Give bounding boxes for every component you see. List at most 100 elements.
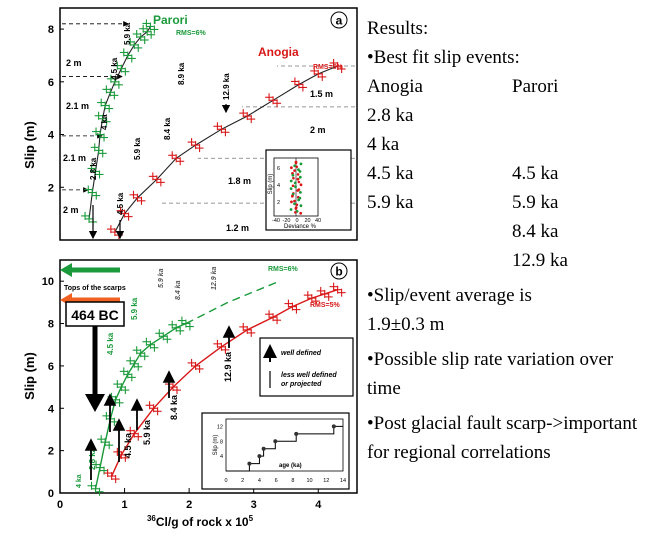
anogia-event-label: 12.9 ka — [222, 73, 231, 100]
bc-label: 464 BC — [71, 307, 118, 323]
inset-a-x-tick: -20 — [283, 218, 291, 224]
x-tick-label: 2 — [186, 499, 192, 511]
inset-b-x-label: age (ka) — [279, 463, 302, 469]
data-point-anogia — [337, 288, 346, 297]
inset-a-point — [298, 175, 302, 179]
projected-event-label: 12.9 ka — [211, 267, 218, 290]
inset-a-point — [293, 181, 297, 185]
panel-a-series — [81, 19, 346, 240]
data-point-parori — [163, 335, 172, 344]
legend-less-defined: less well defined or projected — [281, 372, 337, 388]
anogia-event-label: 8.4 ka — [169, 394, 179, 420]
results-row: 4 ka — [367, 130, 645, 159]
data-point-parori — [134, 362, 143, 371]
inset-a-x-tick: 0 — [295, 218, 298, 224]
data-point-anogia — [121, 453, 130, 462]
anogia-slip-label: 1.8 m — [228, 176, 251, 186]
data-point-parori — [102, 117, 111, 126]
y-tick-label: 2 — [48, 446, 54, 458]
col-parori-header: Parori — [512, 76, 559, 97]
panel-b-inset: 0 2 4 6 8 10 12 14 4 8 12 Slip (m) age (ka) — [201, 412, 350, 490]
inset-b-x-tick: 0 — [224, 478, 227, 484]
data-point-anogia — [247, 115, 256, 124]
data-point-anogia — [247, 328, 256, 337]
slip-average-line-2: 1.9±0.3 m — [367, 314, 445, 335]
inset-b-point — [294, 431, 299, 436]
cell-parori: 4.5 ka — [512, 163, 559, 184]
rms-parori-a: RMS=6% — [176, 30, 207, 37]
data-point-parori — [185, 322, 194, 331]
inset-a-point — [291, 173, 295, 177]
anogia-slip-label: 2 m — [310, 125, 326, 135]
data-point-anogia — [176, 157, 185, 166]
inset-a-point — [299, 183, 303, 187]
data-point-parori — [140, 352, 149, 361]
inset-b-y-tick: 12 — [217, 424, 223, 430]
post-glacial-note: •Post glacial fault scarp->important for… — [367, 413, 638, 463]
anogia-label: Anogia — [258, 45, 299, 59]
cell-anogia: 5.9 ka — [367, 192, 414, 213]
projected-event-label: 8.4 ka — [175, 280, 182, 300]
y-tick-label: 6 — [48, 77, 54, 89]
inset-a-point — [289, 166, 293, 170]
inset-b-x-tick: 8 — [291, 478, 294, 484]
inset-a-point — [297, 180, 301, 184]
parori-event-label: 4.5 ka — [110, 57, 119, 80]
data-point-anogia — [111, 475, 120, 484]
inset-a-point — [296, 177, 300, 181]
inset-a-x-tick: 20 — [304, 218, 310, 224]
inset-a-point — [290, 194, 294, 198]
y-tick-label: 4 — [48, 403, 55, 415]
data-point-parori — [105, 441, 114, 450]
data-point-anogia — [124, 212, 133, 221]
data-point-parori — [98, 149, 107, 158]
data-point-anogia — [153, 407, 162, 416]
inset-b-x-tick: 14 — [340, 478, 346, 484]
data-point-anogia — [292, 305, 301, 314]
panel-b-badge-label: b — [335, 265, 342, 279]
y-tick-label: 10 — [42, 276, 54, 288]
bc-arrow-head — [85, 394, 105, 412]
inset-b-x-tick: 10 — [307, 478, 313, 484]
data-point-parori — [95, 170, 104, 179]
inset-a-point — [298, 191, 302, 194]
inset-a-point — [295, 165, 299, 169]
panel-b-badge: b — [330, 262, 348, 280]
inset-a-point — [294, 211, 297, 214]
inset-a-ticks: -40 -20 0 20 40 2 4 6 — [272, 166, 321, 224]
results-row: 5.9 ka 5.9 ka — [367, 188, 645, 217]
cell-anogia: 2.8 ka — [367, 105, 414, 126]
inset-a-x-tick: 40 — [315, 218, 321, 224]
inset-b-x-tick: 12 — [323, 478, 329, 484]
slip-rate-note: •Possible slip rate variation over time — [367, 349, 614, 399]
y-tick-label: 8 — [48, 24, 54, 36]
data-point-parori — [134, 43, 143, 52]
inset-a-y-label: Slip (m) — [268, 174, 274, 195]
inset-b-point — [247, 461, 252, 466]
data-point-anogia — [195, 364, 204, 373]
parori-event-label: 5.9 ka — [123, 22, 132, 45]
figure: 2 4 6 8 Slip (m) a Parori RMS=6% Anogia RMS… — [22, 7, 358, 529]
panel-a: 2 4 6 8 Slip (m) a Parori RMS=6% Anogia RMS… — [22, 7, 358, 241]
parori-event-label: 4 ka — [100, 114, 109, 130]
cell-parori: 5.9 ka — [512, 192, 559, 213]
parori-slip-label: 2.1 m — [63, 153, 86, 163]
inset-a-points — [289, 160, 303, 215]
x-label-superscript-pre: 36 — [147, 514, 156, 523]
anogia-event-label: 4.5 ka — [123, 432, 133, 458]
inset-b-point — [261, 446, 266, 451]
inset-a-point — [294, 207, 298, 210]
inset-a-y-tick: 6 — [277, 166, 280, 172]
anogia-event-label: 4.5 ka — [116, 192, 125, 215]
inset-a-x-label: Deviance % — [284, 224, 317, 230]
data-point-anogia — [195, 144, 204, 153]
best-fit-heading: •Best fit slip events: — [367, 47, 520, 68]
inset-a-point — [290, 200, 293, 204]
inset-b-y-tick: 4 — [220, 454, 223, 460]
anogia-event-label: 5.9 ka — [142, 419, 152, 445]
data-point-parori — [110, 91, 119, 100]
x-label-superscript: 5 — [249, 514, 254, 523]
x-tick-label: 4 — [315, 499, 322, 511]
parori-event-label: 4 ka — [76, 474, 83, 488]
